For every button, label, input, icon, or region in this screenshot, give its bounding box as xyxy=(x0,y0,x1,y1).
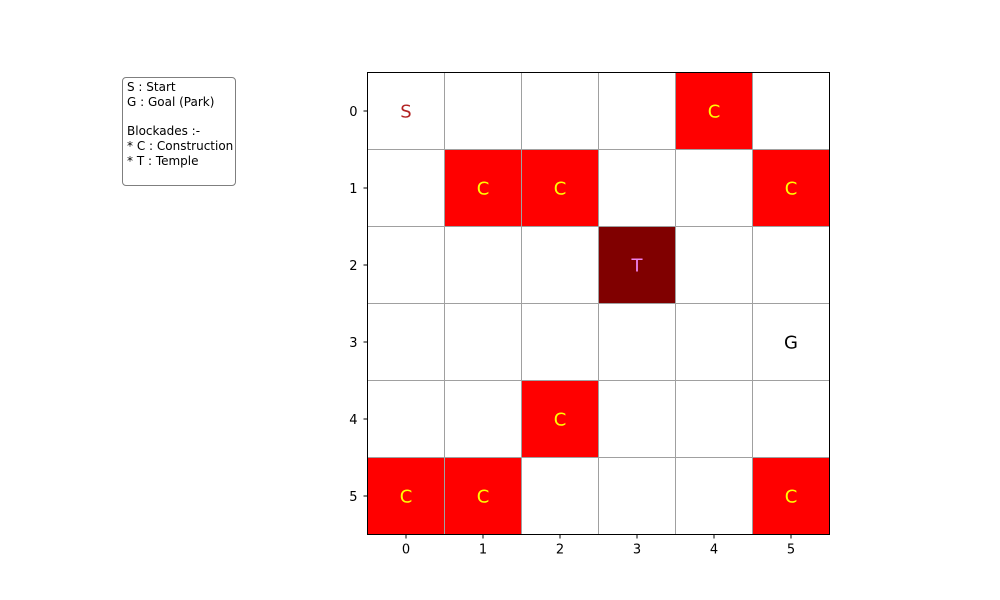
cell-label-construction: C xyxy=(554,179,567,200)
cell-label-construction: C xyxy=(554,410,567,431)
x-tick-label: 1 xyxy=(479,543,487,558)
cell-label-construction: C xyxy=(400,487,413,508)
legend-construction: * C : Construction xyxy=(127,139,234,153)
y-tick-label: 1 xyxy=(349,182,357,197)
y-tick-label: 2 xyxy=(349,259,357,274)
y-tick-label: 0 xyxy=(349,105,357,120)
y-tick-label: 3 xyxy=(349,336,357,351)
x-tick-label: 0 xyxy=(402,543,410,558)
cell-label-start: S xyxy=(400,102,411,123)
cell-label-construction: C xyxy=(785,179,798,200)
cell-temple-r2-c3 xyxy=(598,226,676,304)
cell-label-goal: G xyxy=(784,333,798,354)
legend-blockades-heading: Blockades :- xyxy=(127,124,201,138)
cell-construction-r1-c1 xyxy=(444,149,522,227)
cells-layer: S C C C C T G C C C C xyxy=(367,72,830,535)
cell-construction-r5-c1 xyxy=(444,457,522,535)
legend-goal: G : Goal (Park) xyxy=(127,95,215,109)
board-frame xyxy=(367,72,830,535)
cell-label-construction: C xyxy=(477,487,490,508)
cell-construction-r4-c2 xyxy=(521,380,599,458)
legend-temple: * T : Temple xyxy=(127,154,199,168)
cell-label-construction: C xyxy=(708,102,721,123)
cell-construction-r5-c0 xyxy=(367,457,445,535)
cell-construction-r5-c5 xyxy=(752,457,830,535)
cell-label-construction: C xyxy=(477,179,490,200)
cell-construction-r1-c5 xyxy=(752,149,830,227)
x-tick-label: 2 xyxy=(556,543,564,558)
axis-ticks: 0 1 2 3 4 5 0 1 2 3 4 5 xyxy=(349,105,795,558)
cell-label-temple: T xyxy=(631,256,644,277)
legend-start: S : Start xyxy=(127,80,176,94)
legend-box: S : Start G : Goal (Park) Blockades :- *… xyxy=(122,77,236,186)
x-tick-label: 3 xyxy=(633,543,641,558)
x-tick-label: 4 xyxy=(710,543,718,558)
y-tick-label: 5 xyxy=(349,490,357,505)
x-tick-label: 5 xyxy=(787,543,795,558)
cell-label-construction: C xyxy=(785,487,798,508)
cell-construction-r0-c4 xyxy=(675,72,753,150)
y-tick-label: 4 xyxy=(349,413,357,428)
grid-lines xyxy=(367,72,830,535)
cell-construction-r1-c2 xyxy=(521,149,599,227)
